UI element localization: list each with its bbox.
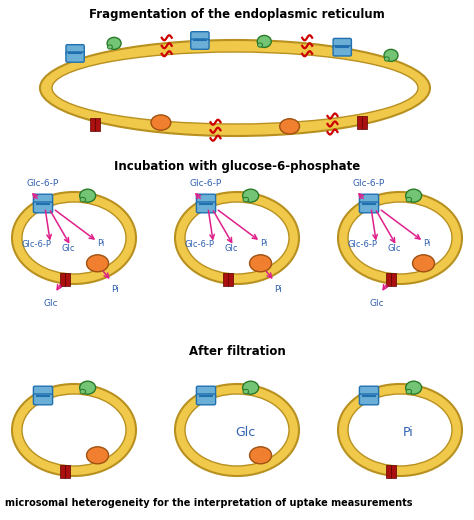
Ellipse shape <box>80 189 96 202</box>
Text: Pi: Pi <box>402 425 413 438</box>
Bar <box>362 116 367 129</box>
Ellipse shape <box>185 394 289 466</box>
Ellipse shape <box>80 381 96 394</box>
Ellipse shape <box>12 192 136 284</box>
Bar <box>228 273 233 286</box>
Ellipse shape <box>348 202 452 274</box>
Ellipse shape <box>80 197 86 202</box>
Ellipse shape <box>80 389 86 394</box>
Ellipse shape <box>22 394 126 466</box>
Text: Glc: Glc <box>388 243 401 253</box>
Ellipse shape <box>175 192 299 284</box>
Ellipse shape <box>243 381 259 394</box>
Bar <box>391 273 396 286</box>
FancyBboxPatch shape <box>191 32 209 42</box>
FancyBboxPatch shape <box>359 194 379 205</box>
Ellipse shape <box>52 52 418 124</box>
Ellipse shape <box>406 189 422 202</box>
Bar <box>64 273 70 286</box>
Text: microsomal heterogeneity for the interpretation of uptake measurements: microsomal heterogeneity for the interpr… <box>5 498 412 508</box>
FancyBboxPatch shape <box>191 39 209 49</box>
FancyBboxPatch shape <box>359 394 379 405</box>
Text: Glc: Glc <box>235 425 255 438</box>
Ellipse shape <box>257 43 263 47</box>
FancyBboxPatch shape <box>33 386 53 397</box>
Ellipse shape <box>348 394 452 466</box>
Ellipse shape <box>185 202 289 274</box>
FancyBboxPatch shape <box>196 394 216 405</box>
Text: Glc-6-P: Glc-6-P <box>190 179 222 188</box>
FancyBboxPatch shape <box>196 194 216 205</box>
FancyBboxPatch shape <box>33 202 53 213</box>
Text: Pi: Pi <box>98 239 105 248</box>
Ellipse shape <box>243 197 249 202</box>
FancyBboxPatch shape <box>196 202 216 213</box>
Ellipse shape <box>384 57 389 61</box>
Text: Glc: Glc <box>62 243 75 253</box>
FancyBboxPatch shape <box>33 194 53 205</box>
FancyBboxPatch shape <box>66 52 84 62</box>
Text: Pi: Pi <box>111 285 119 294</box>
Bar <box>95 118 100 131</box>
Text: Glc-6-P: Glc-6-P <box>353 179 385 188</box>
Ellipse shape <box>406 197 411 202</box>
Ellipse shape <box>412 255 435 272</box>
FancyBboxPatch shape <box>196 386 216 397</box>
Ellipse shape <box>87 447 109 464</box>
FancyBboxPatch shape <box>359 202 379 213</box>
Text: Pi: Pi <box>261 239 268 248</box>
Text: After filtration: After filtration <box>189 345 285 358</box>
Ellipse shape <box>249 447 272 464</box>
Ellipse shape <box>107 37 121 49</box>
Bar <box>391 465 396 478</box>
Text: Pi: Pi <box>274 285 283 294</box>
FancyBboxPatch shape <box>66 45 84 55</box>
Text: Incubation with glucose-6-phosphate: Incubation with glucose-6-phosphate <box>114 160 360 173</box>
Ellipse shape <box>338 192 462 284</box>
Ellipse shape <box>175 384 299 476</box>
Text: Glc: Glc <box>369 300 384 308</box>
Ellipse shape <box>12 384 136 476</box>
FancyBboxPatch shape <box>33 394 53 405</box>
Bar <box>357 116 362 129</box>
Ellipse shape <box>87 255 109 272</box>
FancyBboxPatch shape <box>359 386 379 397</box>
Bar <box>90 118 95 131</box>
Ellipse shape <box>22 202 126 274</box>
Ellipse shape <box>280 119 300 134</box>
Bar <box>386 273 391 286</box>
Ellipse shape <box>249 255 272 272</box>
Ellipse shape <box>243 189 259 202</box>
Ellipse shape <box>257 35 271 47</box>
Text: Glc-6-P: Glc-6-P <box>347 240 377 250</box>
Ellipse shape <box>338 384 462 476</box>
Bar <box>60 273 64 286</box>
Ellipse shape <box>406 389 411 394</box>
Text: Glc-6-P: Glc-6-P <box>184 240 214 250</box>
Text: Glc-6-P: Glc-6-P <box>21 240 51 250</box>
Ellipse shape <box>40 40 430 136</box>
Bar <box>386 465 391 478</box>
Text: Glc-6-P: Glc-6-P <box>27 179 59 188</box>
Bar <box>223 273 228 286</box>
Ellipse shape <box>243 389 249 394</box>
Text: Glc: Glc <box>44 300 58 308</box>
Text: Pi: Pi <box>424 239 431 248</box>
Ellipse shape <box>406 381 422 394</box>
Ellipse shape <box>108 45 112 49</box>
FancyBboxPatch shape <box>333 38 351 49</box>
Bar <box>60 465 64 478</box>
Text: Glc: Glc <box>225 243 238 253</box>
Ellipse shape <box>151 115 171 130</box>
Bar <box>64 465 70 478</box>
FancyBboxPatch shape <box>333 46 351 56</box>
Ellipse shape <box>384 49 398 61</box>
Text: Fragmentation of the endoplasmic reticulum: Fragmentation of the endoplasmic reticul… <box>89 8 385 21</box>
